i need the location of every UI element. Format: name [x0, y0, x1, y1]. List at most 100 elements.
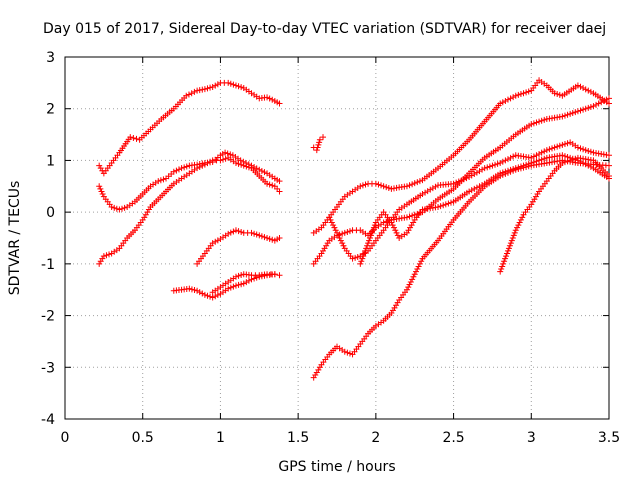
data-point: [499, 263, 506, 270]
data-point: [510, 232, 517, 239]
data-point: [484, 164, 491, 171]
data-point: [497, 100, 504, 107]
data-point: [561, 153, 568, 160]
data-point: [512, 92, 519, 99]
data-point: [212, 82, 219, 89]
data-point: [416, 260, 423, 267]
data-point: [498, 266, 505, 273]
data-point: [501, 258, 508, 265]
data-point: [394, 232, 401, 239]
data-point: [237, 157, 244, 164]
data-point: [196, 289, 203, 296]
data-point: [506, 242, 513, 249]
data-point: [334, 229, 340, 236]
data-point: [320, 134, 327, 141]
data-point: [245, 277, 252, 284]
data-point: [214, 81, 221, 88]
data-point: [515, 222, 522, 229]
data-point: [235, 83, 242, 90]
x-tick-label: 1.5: [287, 430, 309, 446]
data-point: [468, 187, 475, 194]
data-point: [196, 163, 203, 170]
data-point: [160, 176, 167, 183]
data-point: [248, 229, 255, 236]
data-point: [194, 165, 201, 172]
y-tick-label: -3: [41, 360, 55, 376]
data-point: [503, 253, 510, 260]
data-point: [251, 275, 258, 282]
data-point: [232, 160, 239, 167]
data-point: [261, 234, 268, 241]
data-point: [121, 204, 128, 211]
data-point: [370, 224, 377, 231]
data-point: [515, 91, 522, 98]
data-point: [336, 235, 343, 241]
data-point: [427, 186, 434, 193]
data-point: [587, 103, 594, 110]
data-point: [392, 227, 399, 234]
data-point: [497, 170, 504, 177]
data-point: [388, 219, 395, 226]
data-point: [276, 178, 283, 185]
data-point: [363, 245, 370, 252]
data-point: [235, 281, 242, 288]
data-point: [442, 201, 449, 208]
data-point: [313, 147, 320, 154]
data-point: [276, 100, 283, 107]
data-point: [606, 172, 612, 179]
data-point: [183, 92, 190, 99]
data-point: [118, 205, 125, 212]
data-point: [340, 242, 347, 249]
data-point: [582, 105, 589, 112]
data-point: [606, 95, 612, 102]
data-point: [418, 258, 425, 265]
data-point: [339, 240, 346, 247]
data-point: [256, 232, 263, 239]
x-tick-label: 0.5: [132, 430, 154, 446]
data-point: [414, 179, 421, 186]
data-point: [530, 120, 537, 127]
data-point: [232, 282, 239, 289]
data-point: [204, 85, 211, 92]
data-point: [416, 178, 423, 185]
data-point: [393, 229, 400, 236]
data-point: [199, 290, 206, 297]
data-point: [224, 150, 231, 157]
data-point: [116, 206, 123, 213]
data-point: [593, 101, 600, 108]
data-point: [520, 90, 527, 97]
data-point: [232, 82, 239, 89]
data-point: [590, 103, 597, 110]
data-point: [108, 203, 115, 210]
data-point: [227, 151, 234, 158]
data-point: [507, 240, 514, 247]
y-tick-label: 2: [46, 102, 55, 118]
data-point: [567, 157, 574, 164]
data-point: [133, 135, 140, 142]
data-point: [238, 272, 245, 279]
data-point: [572, 109, 579, 116]
data-point: [504, 96, 511, 103]
data-point: [453, 179, 460, 186]
data-point: [403, 214, 410, 221]
data-point: [209, 294, 216, 301]
y-axis: -4 -3 -2 -1 0 1 2 3: [41, 50, 609, 428]
data-point: [235, 272, 242, 279]
data-point: [587, 163, 594, 170]
data-point: [240, 280, 247, 287]
data-point: [564, 158, 571, 165]
data-point: [258, 167, 265, 174]
data-point: [528, 154, 535, 161]
data-point: [403, 286, 410, 293]
data-point: [201, 161, 208, 168]
data-point: [450, 180, 457, 187]
x-tick-label: 2.5: [442, 430, 464, 446]
data-point: [328, 219, 335, 226]
data-point: [372, 180, 379, 187]
data-point: [207, 293, 214, 300]
data-point: [217, 157, 224, 164]
data-point: [564, 111, 571, 118]
data-point: [523, 161, 530, 168]
data-point: [238, 84, 245, 91]
data-point: [251, 230, 258, 237]
